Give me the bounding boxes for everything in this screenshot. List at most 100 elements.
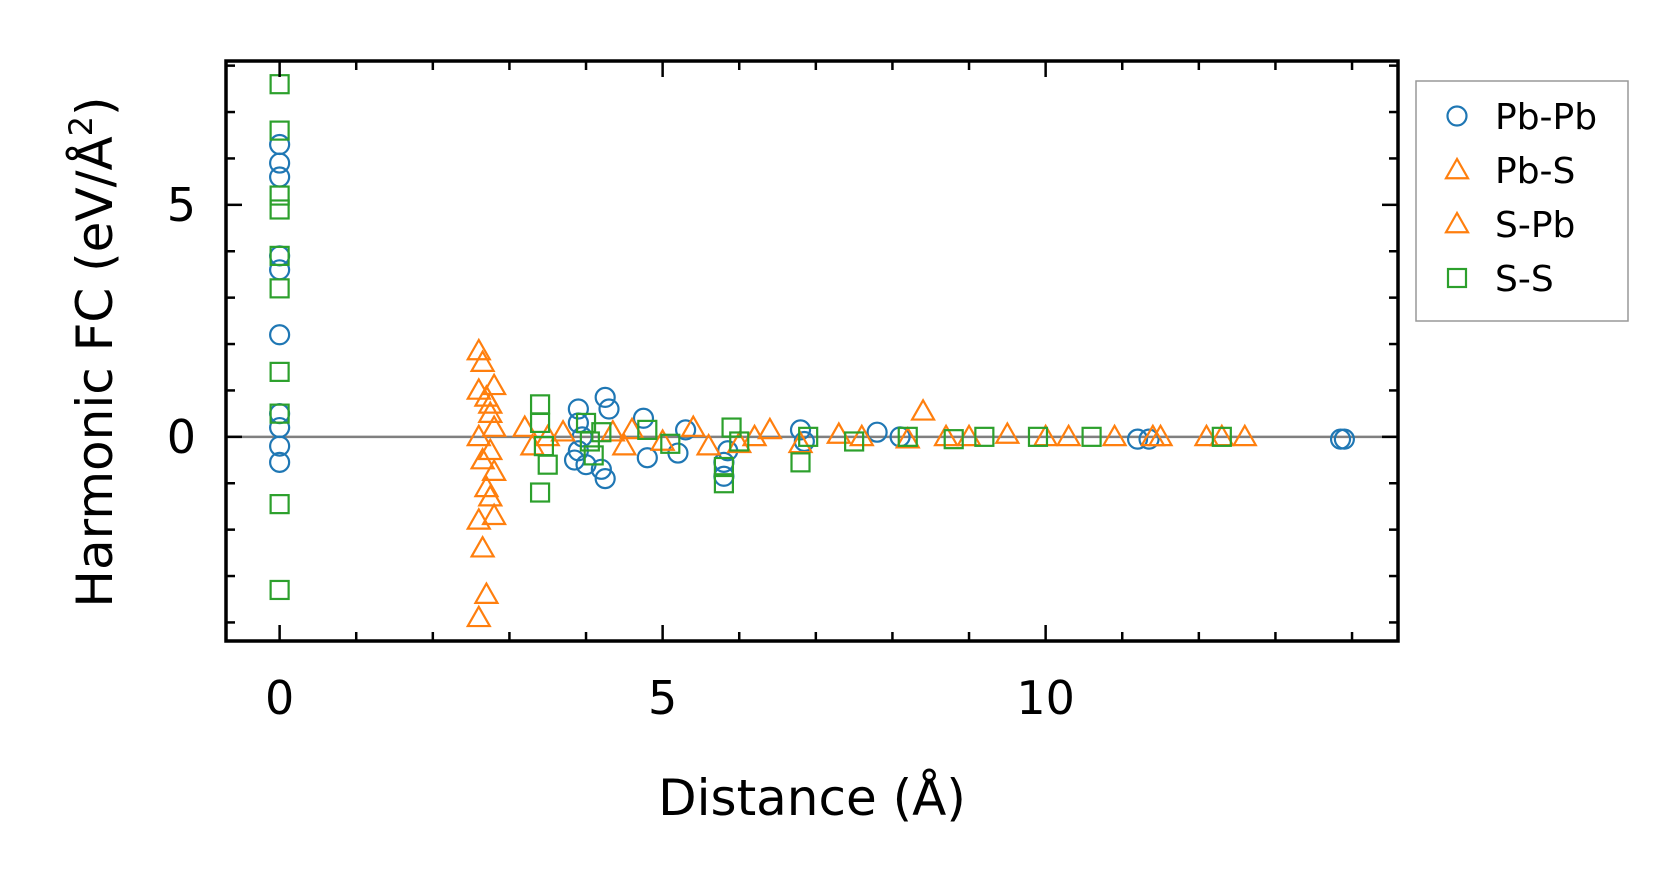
legend-marker (1446, 267, 1468, 289)
data-point (269, 494, 290, 515)
data-point (729, 431, 750, 452)
y-axis-label: Harmonic FC (eV/Å2) (62, 96, 124, 607)
data-point (756, 416, 783, 440)
data-point (591, 422, 612, 443)
data-point (637, 419, 658, 440)
data-point (269, 185, 290, 206)
data-point (269, 435, 291, 457)
data-point (1101, 423, 1128, 447)
data-point (598, 398, 620, 420)
data-point (599, 418, 626, 442)
data-point (1126, 428, 1149, 450)
data-point (721, 417, 742, 438)
data-point (632, 407, 655, 429)
data-point (269, 166, 291, 188)
series-0 (269, 133, 1355, 490)
data-point (269, 199, 290, 220)
legend-label: Pb-Pb (1495, 97, 1597, 138)
legend-label: S-S (1495, 259, 1554, 300)
data-point (473, 474, 500, 498)
data-point (269, 133, 291, 156)
legend-item: Pb-Pb (1446, 97, 1597, 138)
x-axis-label: Distance (Å) (658, 769, 966, 827)
data-point (844, 431, 865, 452)
y-tick-label: 5 (167, 178, 196, 232)
legend-item: Pb-S (1444, 151, 1575, 192)
data-point (481, 502, 508, 526)
data-point (269, 579, 290, 601)
data-point (798, 426, 819, 447)
data-point (465, 604, 492, 628)
x-tick-label: 0 (265, 671, 294, 725)
data-point (269, 324, 291, 346)
data-point (519, 432, 546, 456)
data-point (680, 414, 707, 437)
y-tick-label: 0 (167, 410, 196, 464)
legend-frame (1415, 80, 1629, 322)
data-point (695, 432, 722, 456)
legend-marker (1446, 105, 1468, 127)
legend-label: Pb-S (1495, 151, 1575, 192)
legend-marker (1444, 156, 1470, 180)
legend-item: S-S (1446, 259, 1554, 300)
data-point (611, 432, 638, 456)
data-point (537, 454, 558, 475)
data-point (477, 391, 504, 414)
data-point (1081, 426, 1102, 447)
data-point (481, 458, 508, 481)
data-point (1211, 426, 1232, 447)
data-point (789, 419, 812, 441)
data-point (1055, 423, 1082, 447)
data-point (590, 458, 612, 480)
plot-area (224, 59, 1400, 643)
x-tick-label: 10 (1016, 671, 1075, 725)
x-tick-label: 5 (648, 671, 677, 725)
data-point (933, 423, 959, 447)
data-point (583, 445, 604, 466)
data-point (481, 414, 508, 437)
data-point (529, 482, 551, 503)
data-point (1231, 423, 1258, 447)
data-point (469, 349, 496, 372)
data-point (269, 120, 290, 141)
data-point (269, 74, 290, 95)
data-point (269, 361, 290, 382)
data-point (473, 581, 500, 604)
data-point (269, 278, 290, 299)
y-axis-label-end: ) (66, 96, 124, 116)
data-point (1333, 428, 1355, 450)
data-point (660, 433, 681, 454)
data-point (910, 398, 936, 421)
data-point (269, 152, 291, 174)
data-point (481, 372, 508, 396)
data-point (594, 468, 616, 490)
data-point (269, 259, 291, 281)
data-point (897, 426, 918, 447)
data-point (636, 447, 658, 469)
series-3 (269, 74, 1232, 601)
data-point (465, 507, 492, 530)
data-point (269, 416, 291, 439)
data-point (529, 394, 551, 415)
data-point (269, 451, 291, 473)
data-point (469, 534, 496, 558)
data-point (550, 418, 576, 442)
data-point (269, 403, 290, 424)
y-axis-label-sup: 2 (62, 116, 100, 136)
data-point (848, 423, 875, 447)
data-point (866, 421, 888, 443)
data-point (894, 425, 921, 449)
data-point (1147, 423, 1174, 447)
data-point (675, 419, 697, 441)
data-point (1027, 426, 1049, 447)
legend-label: S-Pb (1495, 205, 1575, 246)
legend-item: S-Pb (1444, 205, 1575, 246)
y-axis-label-main: Harmonic FC (eV/Å (66, 136, 124, 607)
data-point (567, 398, 589, 420)
data-point (649, 428, 676, 451)
data-point (594, 386, 616, 408)
data-point (269, 245, 290, 266)
data-point (943, 429, 964, 450)
data-point (1139, 423, 1166, 447)
